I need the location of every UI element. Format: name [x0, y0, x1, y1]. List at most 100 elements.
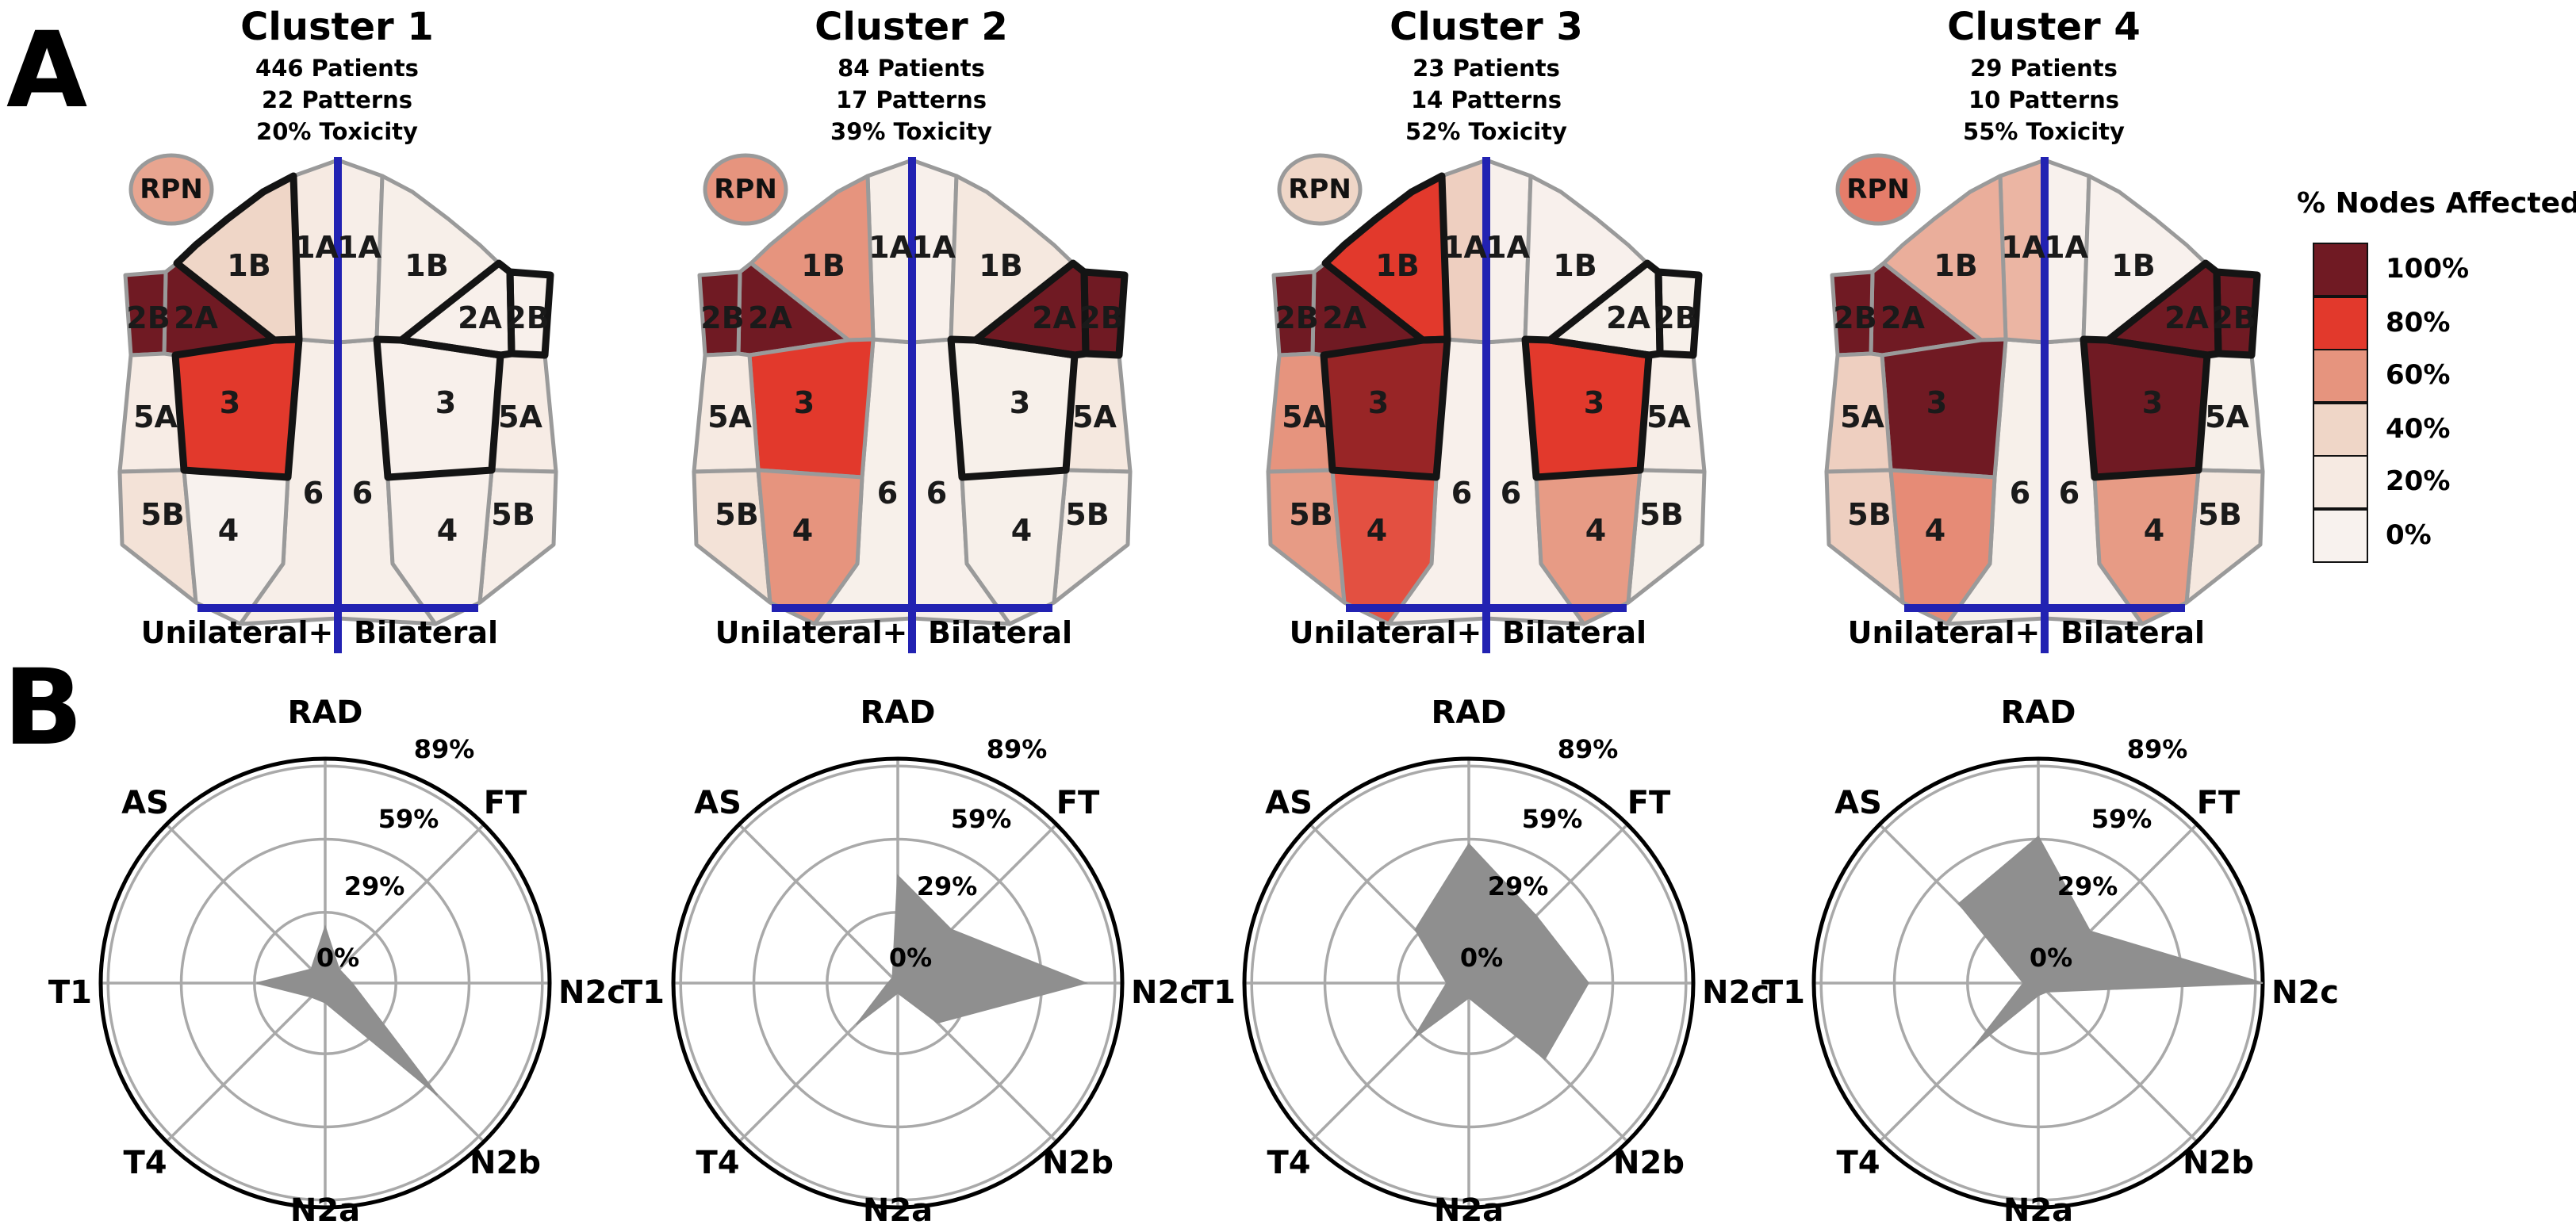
- legend-label: 60%: [2386, 360, 2451, 392]
- region-label-2B-right: 2B: [1654, 300, 1697, 335]
- region-label-3-left: 3: [1368, 385, 1389, 420]
- region-label-3-right: 3: [1584, 385, 1604, 420]
- radar-tick-label-89: 89%: [414, 734, 475, 764]
- radar-chart-cluster-1: 0% 29% 59% 89% RAD FT N2c N2b N2a T4 T1 AS: [48, 694, 626, 1229]
- radar-tick-label-29: 29%: [917, 871, 978, 901]
- region-label-3-left: 3: [219, 385, 240, 420]
- region-label-3-left: 3: [1926, 385, 1946, 420]
- region-label-6-left: 6: [302, 476, 323, 511]
- radar-axis-label-T4: T4: [696, 1145, 739, 1181]
- region-outline-2B-right: [1654, 268, 1703, 359]
- cluster-title: Cluster 3: [1390, 5, 1583, 49]
- region-label-1A-left: 1A: [1443, 230, 1487, 265]
- radar-axis-label-N2b: N2b: [470, 1145, 541, 1181]
- radar-axis-label-FT: FT: [1627, 785, 1671, 821]
- region-label-2A-left: 2A: [1880, 300, 1924, 335]
- region-label-1B-right: 1B: [404, 248, 447, 283]
- region-label-6-right: 6: [1501, 476, 1521, 511]
- region-label-1A-right: 1A: [1485, 230, 1530, 265]
- region-label-3-right: 3: [435, 385, 455, 420]
- unilateral-label: Unilateral+: [140, 615, 333, 650]
- region-label-3-right: 3: [2141, 385, 2162, 420]
- region-label-2B-left: 2B: [700, 300, 743, 335]
- cluster-stat: 39% Toxicity: [830, 121, 992, 146]
- region-outline-3-left: [171, 335, 302, 481]
- region-label-2A-right: 2A: [1031, 300, 1075, 335]
- legend-label: 100%: [2386, 254, 2470, 285]
- region-label-5A-right: 5A: [2204, 400, 2248, 434]
- region-outline-3-left: [1320, 335, 1451, 481]
- cluster-stat: 29 Patients: [1970, 57, 2118, 82]
- radar-axis-label-N2a: N2a: [863, 1192, 933, 1229]
- radar-spoke-AS: [165, 823, 327, 985]
- region-label-1B-left: 1B: [1375, 248, 1419, 283]
- region-label-2A-left: 2A: [173, 300, 217, 335]
- panel-b-label: B: [3, 647, 83, 769]
- radar-axis-label-T1: T1: [1192, 974, 1236, 1011]
- unilateral-label: Unilateral+: [1290, 615, 1482, 650]
- radar-axis-label-FT: FT: [1056, 785, 1100, 821]
- bilateral-label: Bilateral: [1502, 615, 1646, 650]
- legend-title: % Nodes Affected: [2297, 187, 2576, 220]
- radar-axis-label-AS: AS: [1834, 785, 1881, 821]
- cluster-header-2: Cluster 2 84 Patients 17 Patterns 39% Toxic…: [673, 0, 1149, 149]
- radar-axis-label-RAD: RAD: [861, 694, 936, 731]
- radar-tick-label-0: 0%: [316, 943, 359, 973]
- cluster-title: Cluster 1: [240, 5, 434, 49]
- region-label-2B-left: 2B: [1275, 300, 1318, 335]
- radar-tick-label-0: 0%: [2029, 943, 2072, 973]
- legend-label: 0%: [2386, 519, 2432, 551]
- region-label-4-left: 4: [1924, 513, 1945, 548]
- unilateral-label: Unilateral+: [715, 615, 907, 650]
- cluster-header-4: Cluster 4 29 Patients 10 Patterns 55% Toxic…: [1806, 0, 2282, 149]
- region-label-5B-left: 5B: [1846, 497, 1890, 532]
- radar-spoke-FT: [324, 823, 485, 985]
- region-label-4-right: 4: [1010, 513, 1031, 548]
- cluster-stat: 55% Toxicity: [1963, 121, 2125, 146]
- rpn-node: [128, 153, 213, 226]
- legend-label: 20%: [2386, 466, 2451, 498]
- legend-swatch: [2313, 455, 2368, 509]
- rpn-label: RPN: [713, 174, 776, 205]
- radar-axis-label-AS: AS: [1265, 785, 1313, 821]
- region-label-1A-left: 1A: [293, 230, 338, 265]
- region-label-1B-left: 1B: [800, 248, 844, 283]
- region-label-1B-right: 1B: [2110, 248, 2154, 283]
- region-label-2B-left: 2B: [1832, 300, 1876, 335]
- region-label-5A-left: 5A: [132, 400, 177, 434]
- radar-axis-label-T4: T4: [1267, 1145, 1310, 1181]
- radar-axis-label-N2b: N2b: [2182, 1145, 2253, 1181]
- radar-tick-label-29: 29%: [1488, 871, 1549, 901]
- unilateral-label: Unilateral+: [1847, 615, 2040, 650]
- radar-axis-label-T1: T1: [48, 974, 92, 1011]
- region-label-1A-left: 1A: [2000, 230, 2045, 265]
- region-label-1A-right: 1A: [336, 230, 381, 265]
- region-4-left: [1888, 468, 1996, 626]
- region-label-5B-left: 5B: [140, 497, 183, 532]
- radar-axis-label-N2a: N2a: [290, 1192, 360, 1229]
- region-label-4-right: 4: [2143, 513, 2164, 548]
- cluster-title: Cluster 2: [815, 5, 1008, 49]
- region-label-2B-right: 2B: [1079, 300, 1122, 335]
- radar-axis-label-AS: AS: [694, 785, 742, 821]
- cluster-header-3: Cluster 3 23 Patients 14 Patterns 52% Toxic…: [1248, 0, 1724, 149]
- region-outline-2B-right: [1079, 268, 1128, 359]
- region-label-5A-left: 5A: [1839, 400, 1884, 434]
- radar-tick-label-29: 29%: [344, 871, 405, 901]
- region-label-5A-right: 5A: [497, 400, 542, 434]
- radar-axis-label-N2a: N2a: [2003, 1192, 2072, 1229]
- region-4-left: [755, 468, 864, 626]
- bilateral-label: Bilateral: [927, 615, 1071, 650]
- radar-axis-label-FT: FT: [2196, 785, 2240, 821]
- region-outline-3-right: [1521, 335, 1653, 481]
- radar-axis-label-T4: T4: [1835, 1145, 1879, 1181]
- radar-axis-label-RAD: RAD: [1432, 694, 1507, 731]
- legend-label: 80%: [2386, 307, 2451, 339]
- radar-axis-label-N2a: N2a: [1434, 1192, 1504, 1229]
- radar-data-polygon: [856, 874, 1089, 1025]
- region-label-1A-right: 1A: [910, 230, 955, 265]
- radar-axis-label-N2b: N2b: [1042, 1145, 1114, 1181]
